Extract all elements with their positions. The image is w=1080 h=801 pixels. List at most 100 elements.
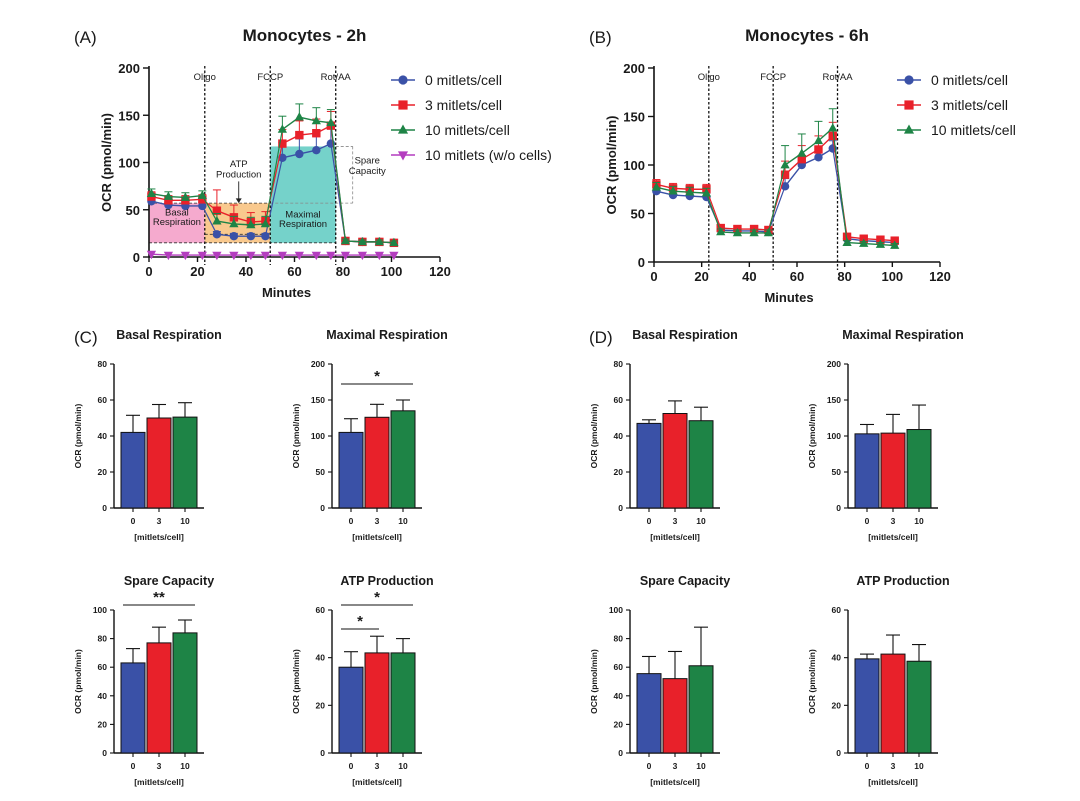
y-axis-title: OCR (pmol/min): [589, 403, 599, 468]
x-tick-label: 0: [865, 761, 870, 771]
data-point-no_cells: [229, 251, 239, 261]
y-tick-label: 200: [623, 61, 645, 76]
x-tick-label: 100: [381, 264, 403, 279]
x-tick-label: 60: [287, 264, 301, 279]
x-tick-label: 0: [647, 761, 652, 771]
data-point-10: [340, 235, 351, 245]
data-point-no_cells: [389, 251, 399, 261]
basal-region: [149, 203, 205, 243]
y-tick-label: 0: [836, 748, 841, 758]
y-tick-label: 60: [98, 395, 108, 405]
chart-b-line-monocytes-6h: Monocytes - 6h Oligo FCCP Rot/AA 0 50 100 150 20…: [604, 26, 1016, 305]
x-axis-title: Minutes: [764, 290, 813, 305]
x-axis-title: [mitlets/cell]: [650, 532, 700, 542]
y-tick-label: 80: [98, 359, 108, 369]
y-tick-label: 20: [98, 719, 108, 729]
legend-marker-0: [398, 75, 408, 85]
y-tick-label: 0: [133, 250, 140, 265]
y-tick-label: 40: [614, 431, 624, 441]
chart-title: Spare Capacity: [640, 574, 730, 588]
significance-label: *: [357, 613, 363, 630]
series-line-10: [656, 186, 707, 194]
data-point-10: [842, 237, 852, 246]
data-point-3: [828, 131, 837, 141]
bar-10: [906, 429, 932, 509]
data-point-3: [278, 139, 287, 148]
x-axis-title: [mitlets/cell]: [352, 532, 402, 542]
data-point-no_cells: [326, 251, 336, 261]
legend-label-no_cells: 10 mitlets (w/o cells): [425, 147, 552, 163]
y-tick-label: 40: [98, 431, 108, 441]
data-point-10: [828, 123, 838, 132]
series-line-0: [720, 229, 769, 233]
bar-0: [636, 673, 662, 754]
data-point-10: [859, 238, 869, 247]
y-tick-label: 80: [98, 634, 108, 644]
y-tick-label: 0: [638, 255, 645, 270]
series-line-10: [847, 241, 895, 247]
x-tick-label: 3: [375, 761, 380, 771]
data-point-3: [814, 145, 823, 154]
x-tick-label: 0: [865, 516, 870, 526]
legend-marker-no_cells: [397, 151, 409, 161]
x-axis-title: Minutes: [262, 285, 311, 300]
data-point-0: [780, 182, 790, 191]
y-tick-label: 100: [93, 605, 107, 615]
series-line-3: [282, 125, 332, 145]
data-point-10: [668, 186, 678, 195]
x-tick-label: 0: [131, 516, 136, 526]
data-point-10: [797, 148, 807, 157]
data-point-10: [875, 239, 886, 248]
data-point-3: [295, 130, 304, 140]
y-tick-label: 100: [118, 156, 140, 171]
legend-label-10: 10 mitlets/cell: [425, 122, 510, 138]
data-point-10: [651, 182, 662, 191]
legend-marker-3: [904, 100, 914, 110]
chart-d-basal-respiration: Basal Respiration 0 20 40 60 80 OCR (pmol/min)…: [589, 328, 738, 542]
chart-c-basal-respiration: Basal Respiration 0 20 40 60 80 OCR (pmol/min)…: [73, 328, 222, 542]
series-connector-10: [767, 164, 786, 234]
data-point-10: [716, 226, 726, 236]
series-connector-10: [705, 192, 722, 233]
series-line-no_cells: [151, 253, 203, 256]
bar-0: [854, 658, 880, 754]
maximal-label-line1: Maximal: [285, 209, 320, 220]
data-point-10: [326, 117, 336, 127]
panel-label-d: (D): [589, 328, 613, 347]
series-line-10: [720, 231, 769, 234]
y-axis-title: OCR (pmol/min): [73, 649, 83, 714]
y-tick-label: 0: [836, 503, 841, 513]
y-tick-label: 0: [618, 503, 623, 513]
x-tick-label: 10: [398, 516, 408, 526]
atp-arrow-head: [235, 198, 242, 204]
legend-marker-10: [397, 124, 409, 134]
chart-a-line-monocytes-2h: Monocytes - 2h Oligo FCCP Rot/AA 0 50 100 150 20…: [99, 26, 552, 300]
chart-title: Spare Capacity: [124, 574, 214, 588]
series-line-3: [720, 227, 769, 231]
data-point-3: [780, 170, 790, 179]
y-tick-label: 40: [832, 653, 842, 663]
y-axis-title: OCR (pmol/min): [291, 403, 301, 468]
y-tick-label: 0: [102, 503, 107, 513]
y-tick-label: 50: [316, 467, 326, 477]
series-line-10: [151, 192, 203, 199]
data-point-no_cells: [197, 251, 207, 261]
data-point-0: [312, 146, 321, 155]
data-point-10: [294, 112, 304, 121]
series-line-0: [151, 200, 203, 207]
y-tick-label: 20: [614, 467, 624, 477]
series-connector-10: [264, 129, 283, 225]
x-tick-label: 120: [929, 269, 951, 284]
x-tick-label: 60: [790, 269, 804, 284]
chart-title: Basal Respiration: [116, 328, 222, 342]
y-tick-label: 100: [609, 605, 623, 615]
y-tick-label: 0: [618, 748, 623, 758]
legend-label-3: 3 mitlets/cell: [425, 97, 502, 113]
y-axis-title: OCR (pmol/min): [73, 403, 83, 468]
y-tick-label: 100: [311, 431, 325, 441]
y-tick-label: 20: [832, 700, 842, 710]
y-tick-label: 200: [118, 61, 140, 76]
